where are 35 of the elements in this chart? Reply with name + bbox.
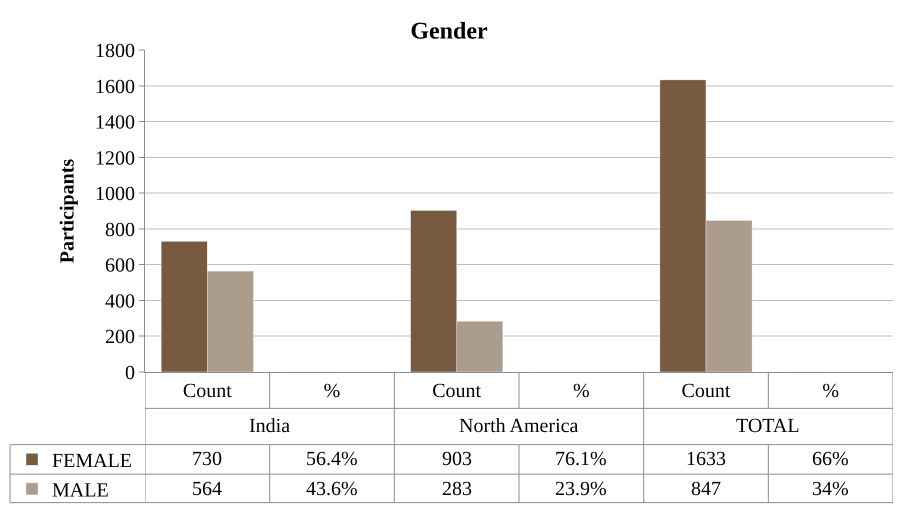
data-label: 34% <box>812 478 849 500</box>
y-tick-label: 600 <box>105 254 135 277</box>
data-label: 76.1% <box>555 448 607 470</box>
data-label: 43.6% <box>306 478 358 500</box>
legend-label: FEMALE <box>52 450 132 472</box>
y-tick-label: 1200 <box>95 147 135 170</box>
x-tick-label: Count <box>182 380 232 402</box>
x-tick-label: % <box>822 380 840 402</box>
y-tick-label: 800 <box>105 218 135 241</box>
x-tick-label: Count <box>432 380 482 402</box>
data-label: 56.4% <box>306 448 358 470</box>
data-label: 1633 <box>686 448 726 470</box>
x-tick-label: Count <box>682 380 731 402</box>
y-tick-label: 0 <box>125 362 135 384</box>
y-tick-label: 1400 <box>95 112 135 134</box>
y-tick-label: 1600 <box>95 76 135 98</box>
y-tick-label: 1000 <box>95 183 135 206</box>
y-tick-label: 400 <box>105 290 135 312</box>
y-axis-title: Participants <box>56 158 78 264</box>
data-label: 564 <box>192 478 222 500</box>
y-tick-label: 1800 <box>95 40 135 62</box>
text: TOTAL <box>736 415 800 437</box>
data-label: 903 <box>442 448 472 470</box>
text: India <box>249 415 290 437</box>
chart-title: Gender <box>410 18 488 44</box>
x-tick-label: % <box>572 380 590 402</box>
data-label: 847 <box>691 478 721 500</box>
x-tick-label: % <box>324 380 340 402</box>
y-tick-label: 200 <box>105 326 135 348</box>
data-label: 283 <box>442 478 472 500</box>
data-label: 66% <box>812 448 849 470</box>
text: North America <box>459 415 579 437</box>
data-label: 23.9% <box>555 478 607 500</box>
legend-label: MALE <box>52 480 109 502</box>
data-label: 730 <box>192 448 222 470</box>
